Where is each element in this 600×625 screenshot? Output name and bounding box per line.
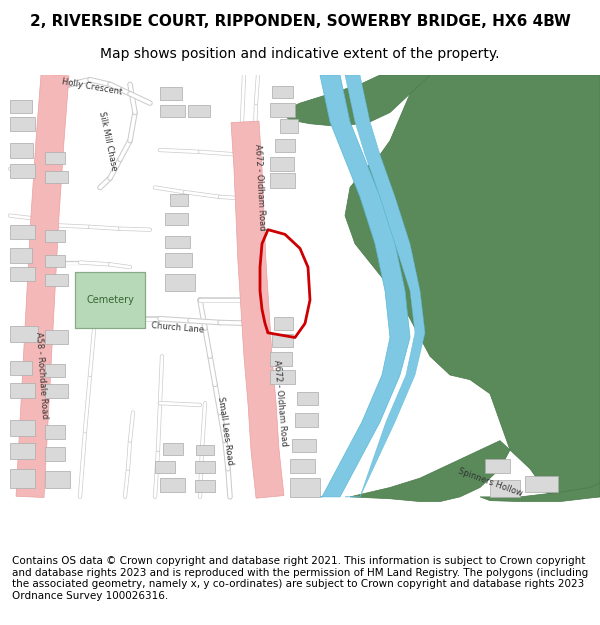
Polygon shape	[160, 87, 182, 100]
Polygon shape	[10, 382, 35, 399]
Polygon shape	[75, 272, 145, 328]
Polygon shape	[10, 225, 35, 239]
Text: Silk Mill Chase: Silk Mill Chase	[97, 110, 119, 171]
Polygon shape	[525, 476, 558, 492]
Polygon shape	[45, 384, 68, 399]
Polygon shape	[320, 75, 410, 497]
Polygon shape	[10, 143, 33, 158]
Text: Church Lane: Church Lane	[151, 321, 205, 335]
Polygon shape	[45, 152, 65, 164]
Polygon shape	[160, 478, 185, 492]
Polygon shape	[280, 75, 430, 126]
Polygon shape	[10, 361, 32, 375]
Polygon shape	[45, 255, 65, 268]
Polygon shape	[45, 171, 68, 182]
Polygon shape	[10, 118, 35, 131]
Text: Holly Crescent: Holly Crescent	[61, 78, 123, 97]
Polygon shape	[165, 274, 195, 291]
Polygon shape	[165, 213, 188, 225]
Polygon shape	[155, 461, 175, 474]
Polygon shape	[10, 420, 35, 436]
Polygon shape	[165, 253, 192, 268]
Polygon shape	[480, 482, 600, 501]
Text: Small Lees Road: Small Lees Road	[216, 396, 234, 466]
Polygon shape	[290, 478, 320, 497]
Polygon shape	[160, 105, 185, 118]
Text: A58 - Rochdale Road: A58 - Rochdale Road	[34, 331, 50, 419]
Polygon shape	[10, 268, 35, 281]
Polygon shape	[188, 105, 210, 118]
Polygon shape	[163, 442, 183, 455]
Polygon shape	[275, 139, 295, 152]
Polygon shape	[195, 461, 215, 474]
Polygon shape	[10, 164, 35, 178]
Polygon shape	[45, 471, 70, 488]
Text: Contains OS data © Crown copyright and database right 2021. This information is : Contains OS data © Crown copyright and d…	[12, 556, 588, 601]
Polygon shape	[170, 194, 188, 206]
Text: Spinners Hollow: Spinners Hollow	[457, 467, 523, 499]
Text: 2, RIVERSIDE COURT, RIPPONDEN, SOWERBY BRIDGE, HX6 4BW: 2, RIVERSIDE COURT, RIPPONDEN, SOWERBY B…	[29, 14, 571, 29]
Polygon shape	[10, 469, 35, 488]
Polygon shape	[45, 364, 65, 377]
Polygon shape	[10, 442, 35, 459]
Polygon shape	[485, 459, 510, 474]
Polygon shape	[270, 370, 295, 384]
Polygon shape	[196, 445, 214, 455]
Polygon shape	[45, 448, 65, 461]
Polygon shape	[195, 480, 215, 492]
Polygon shape	[45, 229, 65, 242]
Polygon shape	[270, 156, 294, 171]
Polygon shape	[10, 248, 32, 262]
Polygon shape	[165, 236, 190, 248]
Polygon shape	[295, 412, 318, 426]
Polygon shape	[10, 326, 38, 342]
Polygon shape	[350, 441, 510, 501]
Polygon shape	[345, 75, 600, 497]
Polygon shape	[270, 351, 292, 366]
Polygon shape	[274, 317, 293, 330]
Polygon shape	[272, 86, 293, 98]
Text: Cemetery: Cemetery	[86, 295, 134, 305]
Text: Map shows position and indicative extent of the property.: Map shows position and indicative extent…	[100, 47, 500, 61]
Polygon shape	[297, 392, 318, 405]
Text: A672 - Oldham Road: A672 - Oldham Road	[272, 359, 288, 447]
Polygon shape	[280, 119, 298, 133]
Text: A672 - Oldham Road: A672 - Oldham Road	[253, 144, 267, 231]
Polygon shape	[45, 425, 65, 439]
Polygon shape	[490, 480, 520, 497]
Polygon shape	[231, 121, 284, 498]
Polygon shape	[45, 274, 68, 286]
Polygon shape	[16, 74, 69, 498]
Polygon shape	[290, 459, 315, 474]
Polygon shape	[345, 75, 425, 497]
Polygon shape	[292, 439, 316, 452]
Polygon shape	[272, 334, 293, 347]
Polygon shape	[10, 100, 32, 112]
Polygon shape	[270, 103, 295, 118]
Polygon shape	[270, 173, 295, 188]
Polygon shape	[45, 330, 68, 344]
